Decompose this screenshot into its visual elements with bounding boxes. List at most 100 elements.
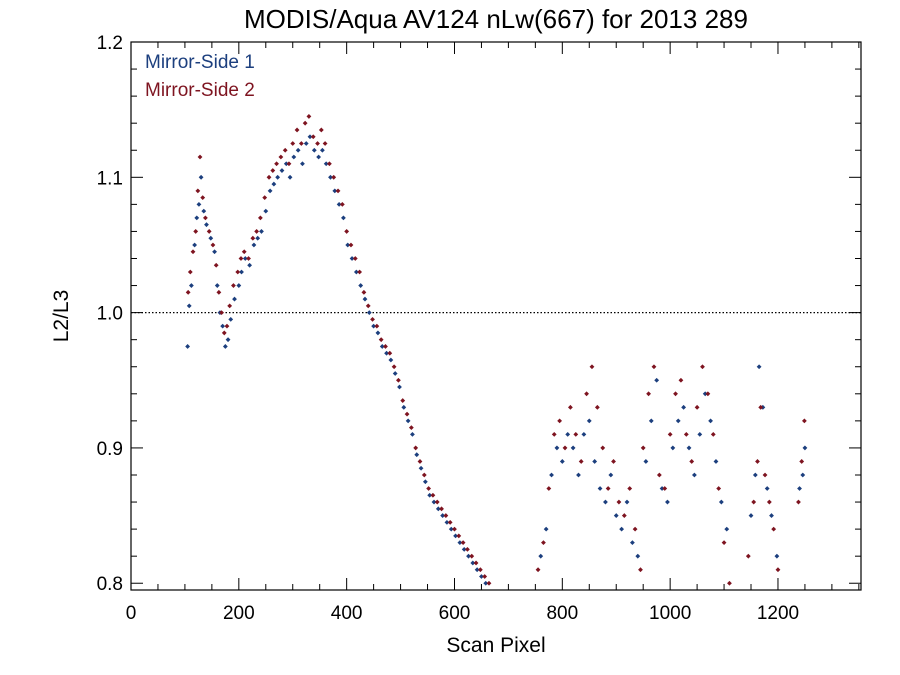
- data-point-series-2: [185, 289, 191, 295]
- data-point-series-1: [255, 235, 261, 241]
- data-point-series-2: [705, 391, 711, 397]
- x-tick-label: 0: [126, 603, 137, 624]
- data-point-series-1: [543, 526, 549, 532]
- data-point-series-2: [460, 540, 466, 546]
- data-point-series-2: [257, 215, 263, 221]
- data-point-series-1: [774, 553, 780, 559]
- data-point-series-1: [220, 323, 226, 329]
- data-point-series-1: [586, 418, 592, 424]
- y-tick-label: 1.2: [97, 33, 123, 54]
- data-point-series-2: [551, 431, 557, 437]
- data-point-series-1: [239, 269, 244, 275]
- data-point-series-2: [632, 526, 638, 532]
- data-point-series-1: [427, 492, 433, 498]
- data-point-series-1: [375, 330, 381, 336]
- data-point-series-1: [435, 506, 441, 512]
- data-point-series-2: [238, 256, 244, 261]
- data-point-series-1: [188, 283, 194, 288]
- data-point-series-1: [800, 472, 806, 478]
- data-point-series-1: [654, 377, 660, 383]
- data-point-series-1: [474, 567, 480, 573]
- data-point-series-1: [603, 499, 608, 505]
- x-tick-label: 400: [331, 603, 363, 624]
- data-point-series-2: [318, 127, 324, 133]
- data-point-series-2: [611, 459, 616, 464]
- data-point-series-2: [430, 492, 436, 498]
- data-point-series-1: [228, 316, 234, 322]
- data-point-series-2: [374, 323, 380, 329]
- data-point-series-2: [383, 344, 388, 349]
- data-point-series-1: [681, 404, 687, 410]
- data-point-series-2: [557, 418, 563, 424]
- data-point-series-2: [404, 411, 410, 417]
- data-point-series-1: [303, 141, 309, 146]
- data-point-series-2: [344, 229, 350, 234]
- data-point-series-2: [469, 553, 475, 559]
- data-point-series-1: [718, 499, 724, 505]
- x-tick-label: 800: [546, 603, 578, 624]
- data-point-series-1: [724, 526, 730, 532]
- data-point-series-1: [418, 465, 424, 471]
- data-point-series-2: [799, 459, 805, 464]
- data-point-series-2: [796, 499, 801, 505]
- data-point-series-1: [554, 445, 560, 451]
- data-point-series-1: [267, 188, 273, 194]
- axis-ticks: 0 200 400 600 800 1000 1200 0.8 0.9 1.0 1.1 1.2: [97, 33, 861, 624]
- data-point-series-2: [646, 391, 651, 397]
- data-point-series-2: [413, 445, 419, 451]
- data-point-series-2: [482, 574, 488, 579]
- data-point-series-1: [204, 222, 209, 228]
- data-point-series-2: [203, 215, 208, 221]
- y-tick-label: 0.8: [97, 574, 123, 595]
- data-point-series-2: [417, 459, 423, 464]
- chart-title: MODIS/Aqua AV124 nLw(667) for 2013 289: [244, 4, 748, 34]
- y-tick-label: 1.0: [97, 304, 123, 325]
- data-point-series-1: [675, 418, 681, 424]
- data-point-series-1: [362, 296, 368, 302]
- data-point-series-2: [477, 567, 483, 573]
- data-point-series-2: [616, 499, 622, 505]
- data-point-series-1: [388, 357, 394, 363]
- data-point-series-2: [302, 120, 308, 126]
- data-point-series-2: [627, 486, 633, 491]
- data-point-series-2: [262, 195, 268, 201]
- data-point-series-1: [570, 445, 576, 451]
- data-point-series-2: [667, 431, 673, 437]
- data-point-series-2: [357, 269, 362, 275]
- data-point-series-2: [254, 229, 260, 234]
- data-point-series-1: [692, 472, 697, 478]
- x-tick-label: 200: [223, 603, 255, 624]
- data-point-series-1: [345, 242, 351, 248]
- data-point-series-2: [656, 472, 662, 478]
- data-point-series-1: [225, 337, 231, 343]
- data-point-series-2: [310, 134, 316, 140]
- data-point-series-2: [315, 141, 320, 146]
- data-point-series-1: [713, 459, 719, 464]
- data-point-series-2: [331, 174, 337, 180]
- data-point-series-1: [581, 431, 587, 437]
- data-point-series-1: [192, 242, 198, 248]
- data-point-series-2: [447, 519, 453, 525]
- data-point-series-1: [648, 418, 654, 424]
- data-point-series-2: [584, 391, 589, 397]
- y-tick-label: 0.9: [97, 439, 123, 460]
- data-point-series-2: [250, 235, 256, 241]
- data-point-series-2: [193, 229, 199, 234]
- data-point-series-2: [322, 141, 328, 146]
- data-point-series-1: [802, 445, 808, 451]
- data-point-series-1: [748, 513, 754, 518]
- data-point-series-1: [236, 283, 242, 288]
- data-point-series-1: [311, 147, 317, 153]
- data-point-series-1: [366, 310, 372, 316]
- data-point-series-1: [549, 472, 554, 478]
- data-point-series-1: [559, 459, 565, 464]
- data-point-series-1: [624, 499, 630, 505]
- data-point-series-1: [752, 472, 758, 478]
- data-point-series-2: [270, 168, 276, 173]
- data-point-series-2: [224, 323, 230, 329]
- data-point-series-2: [219, 310, 224, 316]
- data-point-series-2: [594, 404, 600, 410]
- data-point-series-2: [801, 418, 807, 424]
- data-point-series-1: [316, 154, 322, 160]
